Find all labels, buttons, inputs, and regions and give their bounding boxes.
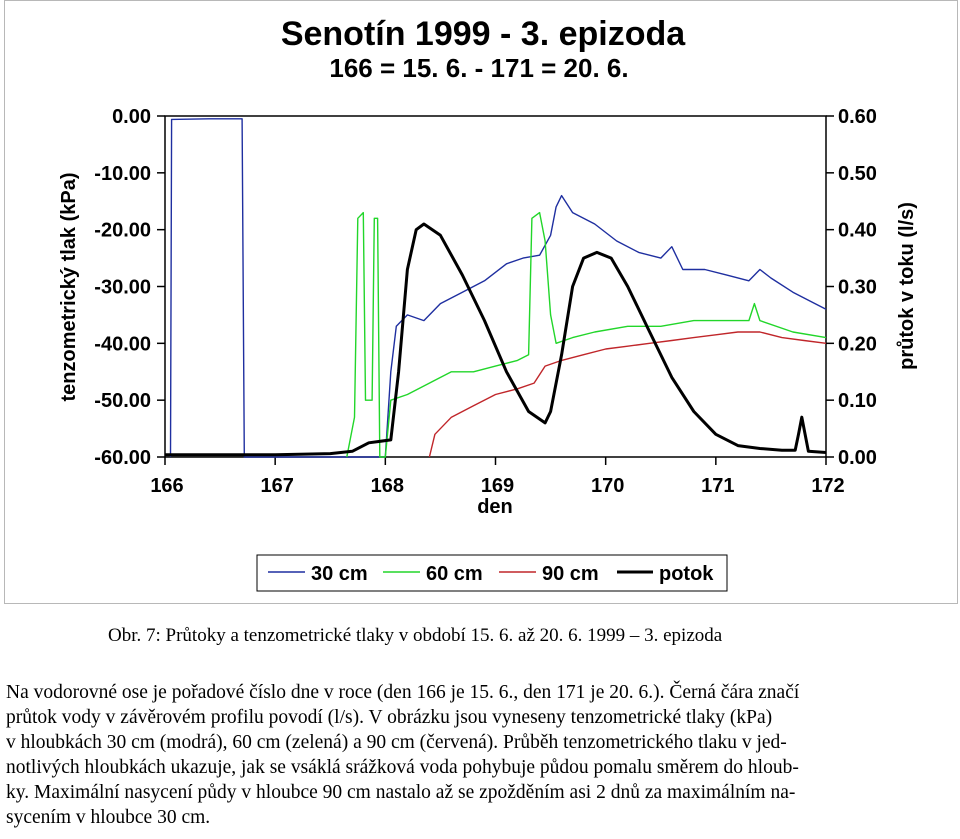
legend-label-60cm: 60 cm bbox=[426, 563, 483, 585]
y-right-tick-label: 0.10 bbox=[838, 390, 877, 412]
y-left-tick-label: -40.00 bbox=[94, 333, 151, 355]
y-left-tick-label: -20.00 bbox=[94, 220, 151, 242]
y-left-tick-label: -30.00 bbox=[94, 277, 151, 299]
series-line-90cm bbox=[428, 331, 827, 458]
y-right-tick-label: 0.20 bbox=[838, 333, 877, 355]
series-layer bbox=[165, 118, 827, 458]
y-left-tick-label: -10.00 bbox=[94, 163, 151, 185]
body-line: sycením v hloubce 30 cm. bbox=[6, 807, 211, 828]
x-tick-label: 166 bbox=[150, 475, 183, 497]
y-right-tick-label: 0.00 bbox=[838, 447, 877, 469]
body-line: Na vodorovné ose je pořadové číslo dne v… bbox=[6, 682, 800, 703]
x-tick-label: 169 bbox=[481, 475, 514, 497]
y-left-ticks: 0.00 -10.00 -20.00 -30.00 -40.00 -50.00 -60.00 bbox=[94, 106, 165, 469]
figure-frame: Senotín 1999 - 3. epizoda 166 = 15. 6. -… bbox=[4, 0, 958, 604]
body-line: ky. Maximální nasycení půdy v hloubce 90… bbox=[6, 782, 796, 803]
y-right-tick-label: 0.60 bbox=[838, 106, 877, 128]
series-line-potok bbox=[165, 222, 827, 457]
x-tick-label: 172 bbox=[811, 475, 844, 497]
legend-label-potok: potok bbox=[659, 563, 714, 585]
y-right-ticks: 0.60 0.50 0.40 0.30 0.20 0.10 0.00 bbox=[826, 106, 877, 469]
chart-title: Senotín 1999 - 3. epizoda bbox=[281, 15, 686, 53]
y-right-tick-label: 0.40 bbox=[838, 220, 877, 242]
y-left-tick-label: 0.00 bbox=[112, 106, 151, 128]
legend: 30 cm 60 cm 90 cm potok bbox=[256, 554, 728, 592]
x-ticks: 166 167 168 169 170 171 172 bbox=[150, 457, 845, 497]
figure-caption: Obr. 7: Průtoky a tenzometrické tlaky v … bbox=[108, 625, 723, 646]
x-tick-label: 168 bbox=[371, 475, 404, 497]
series-line-30cm bbox=[169, 118, 827, 458]
x-axis-label: den bbox=[477, 496, 513, 518]
y-right-axis-label: průtok v toku (l/s) bbox=[896, 202, 918, 370]
chart-subtitle: 166 = 15. 6. - 171 = 20. 6. bbox=[329, 53, 628, 83]
y-left-tick-label: -50.00 bbox=[94, 390, 151, 412]
x-tick-label: 167 bbox=[260, 475, 293, 497]
body-line: notlivých hloubkách ukazuje, jak se vsák… bbox=[6, 757, 799, 778]
y-right-tick-label: 0.50 bbox=[838, 163, 877, 185]
chart: Senotín 1999 - 3. epizoda 166 = 15. 6. -… bbox=[58, 15, 918, 592]
series-line-60cm bbox=[346, 211, 827, 458]
body-line: průtok vody v závěrovém profilu povodí (… bbox=[6, 707, 773, 728]
y-left-tick-label: -60.00 bbox=[94, 447, 151, 469]
y-right-tick-label: 0.30 bbox=[838, 277, 877, 299]
plot-area bbox=[164, 115, 827, 458]
x-tick-label: 170 bbox=[591, 475, 624, 497]
legend-label-30cm: 30 cm bbox=[311, 563, 368, 585]
y-left-axis-label: tenzometrický tlak (kPa) bbox=[58, 173, 80, 402]
x-tick-label: 171 bbox=[701, 475, 734, 497]
body-paragraph: Na vodorovné ose je pořadové číslo dne v… bbox=[6, 680, 952, 830]
legend-label-90cm: 90 cm bbox=[542, 563, 599, 585]
body-line: v hloubkách 30 cm (modrá), 60 cm (zelená… bbox=[6, 732, 787, 753]
